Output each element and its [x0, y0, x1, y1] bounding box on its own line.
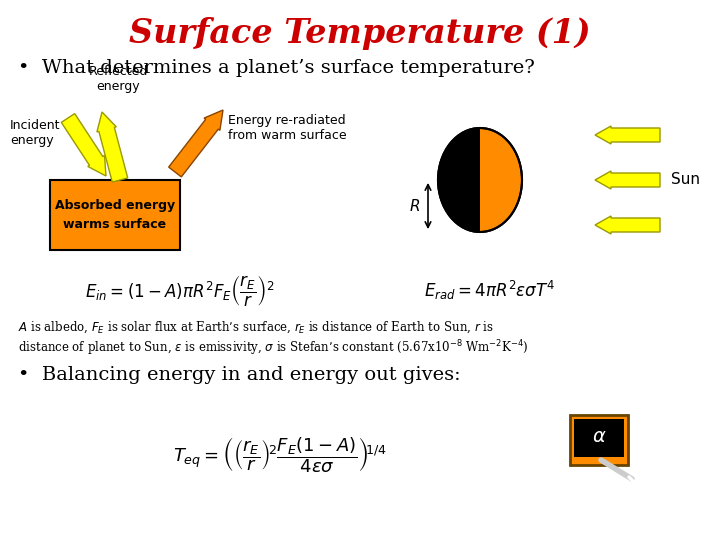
Text: $A$ is albedo, $F_E$ is solar flux at Earth’s surface, $r_E$ is distance of Eart: $A$ is albedo, $F_E$ is solar flux at Ea…: [18, 320, 528, 358]
Text: $E_{in} = (1-A)\pi R^2 F_E \left(\dfrac{r_E}{r}\right)^2$: $E_{in} = (1-A)\pi R^2 F_E \left(\dfrac{…: [85, 273, 275, 307]
Bar: [570, 415, 628, 465]
Text: $R$: $R$: [409, 198, 420, 214]
Text: Absorbed energy: Absorbed energy: [55, 199, 175, 213]
FancyArrow shape: [595, 171, 660, 189]
Text: Energy re-radiated
from warm surface: Energy re-radiated from warm surface: [228, 114, 346, 142]
Ellipse shape: [438, 128, 522, 232]
Text: •  Balancing energy in and energy out gives:: • Balancing energy in and energy out giv…: [18, 366, 461, 384]
Text: Reflected
energy: Reflected energy: [89, 65, 148, 93]
Text: $\alpha$: $\alpha$: [592, 427, 606, 446]
FancyArrow shape: [595, 126, 660, 144]
Ellipse shape: [438, 128, 522, 232]
Text: •  What determines a planet’s surface temperature?: • What determines a planet’s surface tem…: [18, 59, 535, 77]
FancyArrow shape: [61, 113, 106, 176]
Text: $E_{rad} = 4\pi R^2 \varepsilon\sigma T^4$: $E_{rad} = 4\pi R^2 \varepsilon\sigma T^…: [424, 279, 556, 301]
Text: warms surface: warms surface: [63, 218, 166, 231]
Bar: [574, 419, 624, 457]
FancyArrow shape: [97, 112, 127, 182]
FancyArrow shape: [168, 110, 223, 177]
Bar: [50, 180, 180, 250]
Text: $T_{eq} = \left(\left(\dfrac{r_E}{r}\right)^{\!2} \dfrac{F_E(1-A)}{4\varepsilon\: $T_{eq} = \left(\left(\dfrac{r_E}{r}\rig…: [174, 435, 387, 475]
Text: Surface Temperature (1): Surface Temperature (1): [129, 17, 591, 50]
FancyArrow shape: [595, 216, 660, 234]
Text: Sun: Sun: [671, 172, 700, 187]
Text: Incident
energy: Incident energy: [10, 119, 60, 147]
